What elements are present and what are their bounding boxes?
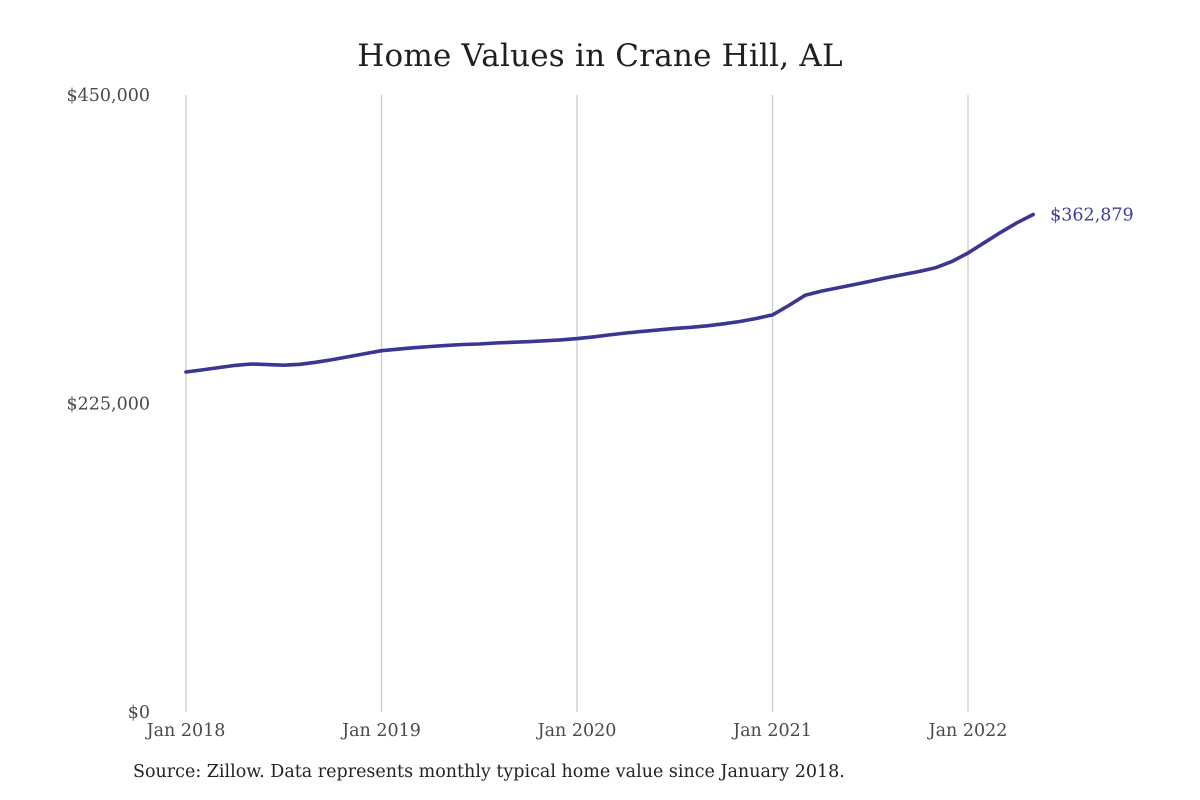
y-tick-label: $0: [128, 703, 150, 723]
x-tick-label: Jan 2022: [927, 721, 1008, 741]
end-value-label: $362,879: [1050, 205, 1134, 225]
x-tick-label: Jan 2018: [145, 721, 226, 741]
home-value-line: [184, 212, 1035, 374]
x-tick-label: Jan 2019: [340, 721, 421, 741]
x-tick-label: Jan 2020: [536, 721, 617, 741]
y-tick-label: $225,000: [66, 395, 150, 415]
source-note: Source: Zillow. Data represents monthly …: [133, 762, 845, 782]
chart-title: Home Values in Crane Hill, AL: [357, 38, 843, 74]
plot-area: Jan 2018 Jan 2019 Jan 2020 Jan 2021 Jan 2022…: [66, 86, 1134, 741]
y-tick-label: $450,000: [66, 86, 150, 106]
x-tick-label: Jan 2021: [731, 721, 812, 741]
